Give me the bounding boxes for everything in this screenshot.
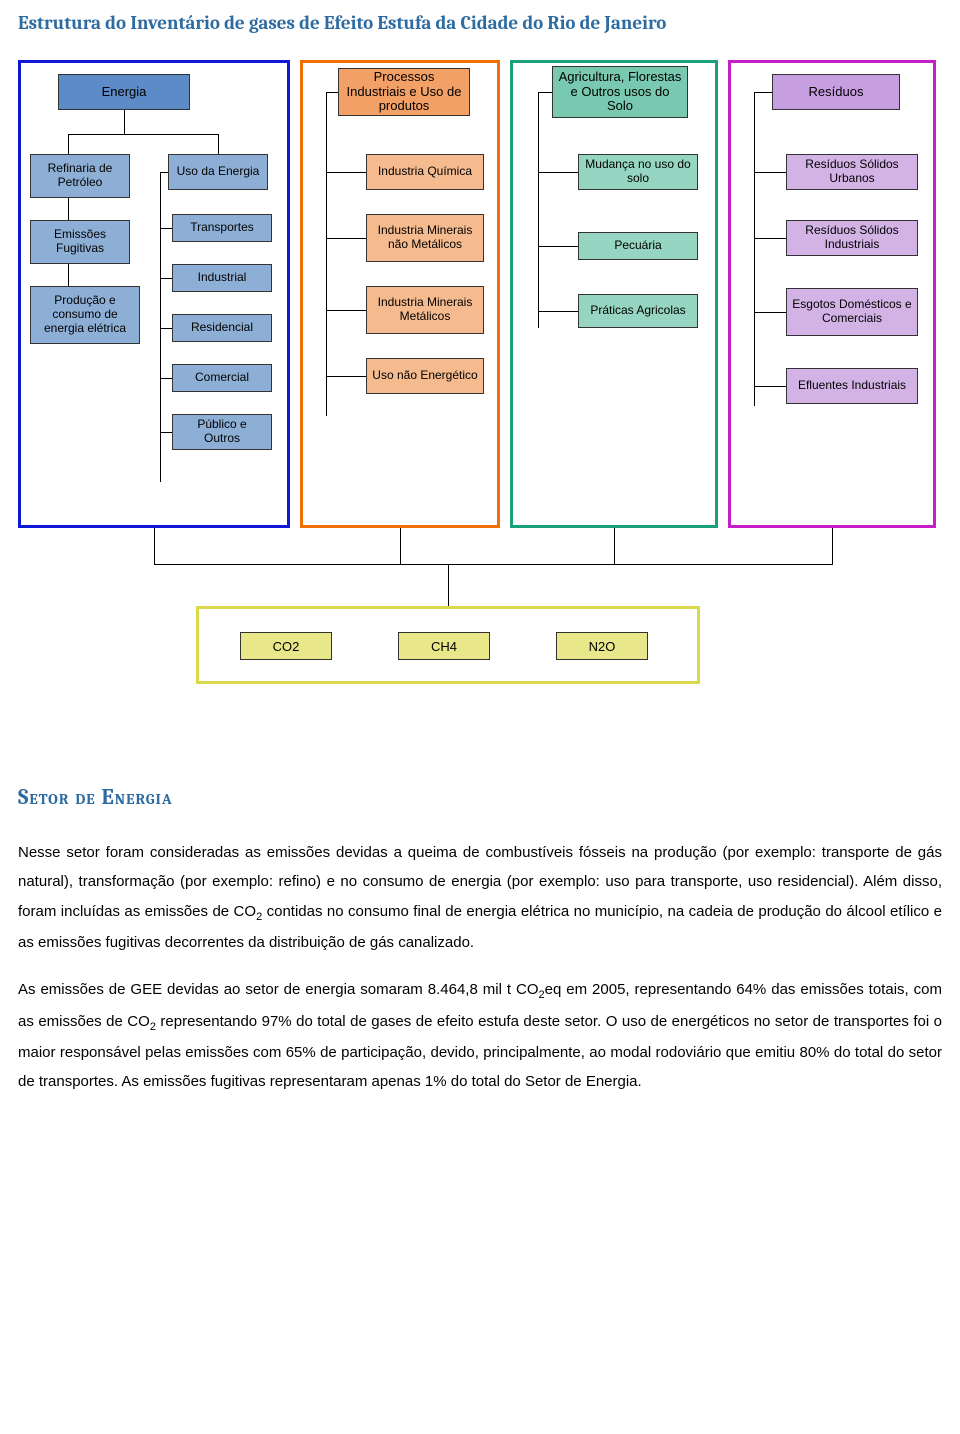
- processos-quimica: Industria Química: [366, 154, 484, 190]
- agri-praticas-agricolas: Práticas Agricolas: [578, 294, 698, 328]
- conn: [448, 564, 449, 606]
- energia-publico: Público e Outros: [172, 414, 272, 450]
- residuos-solidos-industriais: Resíduos Sólidos Industriais: [786, 220, 918, 256]
- conn: [160, 172, 161, 482]
- conn: [326, 92, 338, 93]
- paragraph-2: As emissões de GEE devidas ao setor de e…: [18, 975, 942, 1096]
- energia-producao-consumo: Produção e consumo de energia elétrica: [30, 286, 140, 344]
- processos-minerais-nao-metalicos: Industria Minerais não Metálicos: [366, 214, 484, 262]
- conn: [68, 134, 69, 154]
- conn: [538, 246, 578, 247]
- conn: [832, 528, 833, 564]
- gas-ch4: CH4: [398, 632, 490, 660]
- conn: [154, 528, 155, 564]
- residuos-esgotos: Esgotos Domésticos e Comerciais: [786, 288, 918, 336]
- conn: [218, 134, 219, 154]
- conn: [754, 92, 772, 93]
- conn: [160, 328, 172, 329]
- conn: [326, 238, 366, 239]
- residuos-efluentes-industriais: Efluentes Industriais: [786, 368, 918, 404]
- conn: [754, 172, 786, 173]
- conn: [160, 172, 168, 173]
- energia-uso-energia: Uso da Energia: [168, 154, 268, 190]
- energia-emissoes-fugitivas: Emissões Fugitivas: [30, 220, 130, 264]
- conn: [538, 92, 552, 93]
- conn: [68, 134, 218, 135]
- conn: [754, 238, 786, 239]
- para2-part-c: representando 97% do total de gases de e…: [18, 1013, 942, 1091]
- conn: [754, 312, 786, 313]
- conn: [326, 172, 366, 173]
- conn: [160, 432, 172, 433]
- conn: [326, 310, 366, 311]
- conn: [538, 92, 539, 328]
- energia-transportes: Transportes: [172, 214, 272, 242]
- conn: [538, 172, 578, 173]
- conn: [160, 378, 172, 379]
- gas-co2: CO2: [240, 632, 332, 660]
- para2-part-a: As emissões de GEE devidas ao setor de e…: [18, 981, 539, 998]
- sector-agri-header: Agricultura, Florestas e Outros usos do …: [552, 66, 688, 118]
- conn: [160, 278, 172, 279]
- paragraph-1: Nesse setor foram consideradas as emissõ…: [18, 838, 942, 957]
- conn: [160, 228, 172, 229]
- energia-residencial: Residencial: [172, 314, 272, 342]
- section-heading-energia: Setor de Energia: [18, 784, 942, 810]
- residuos-solidos-urbanos: Resíduos Sólidos Urbanos: [786, 154, 918, 190]
- conn: [754, 386, 786, 387]
- energia-comercial: Comercial: [172, 364, 272, 392]
- processos-minerais-metalicos: Industria Minerais Metálicos: [366, 286, 484, 334]
- conn: [326, 92, 327, 416]
- conn: [326, 376, 366, 377]
- conn: [68, 264, 69, 286]
- conn: [614, 528, 615, 564]
- conn: [538, 311, 578, 312]
- gas-n2o: N2O: [556, 632, 648, 660]
- conn: [124, 110, 125, 134]
- conn: [154, 564, 833, 565]
- page-title: Estrutura do Inventário de gases de Efei…: [18, 12, 942, 34]
- energia-industrial: Industrial: [172, 264, 272, 292]
- energia-refinaria: Refinaria de Petróleo: [30, 154, 130, 198]
- conn: [400, 528, 401, 564]
- processos-uso-nao-energetico: Uso não Energético: [366, 358, 484, 394]
- conn: [68, 198, 69, 220]
- sector-energia-header: Energia: [58, 74, 190, 110]
- inventory-diagram: Energia Refinaria de Petróleo Emissões F…: [18, 54, 938, 714]
- sector-residuos-header: Resíduos: [772, 74, 900, 110]
- conn: [754, 92, 755, 406]
- agri-mudanca-solo: Mudança no uso do solo: [578, 154, 698, 190]
- agri-pecuaria: Pecuária: [578, 232, 698, 260]
- sector-processos-header: Processos Industriais e Uso de produtos: [338, 68, 470, 116]
